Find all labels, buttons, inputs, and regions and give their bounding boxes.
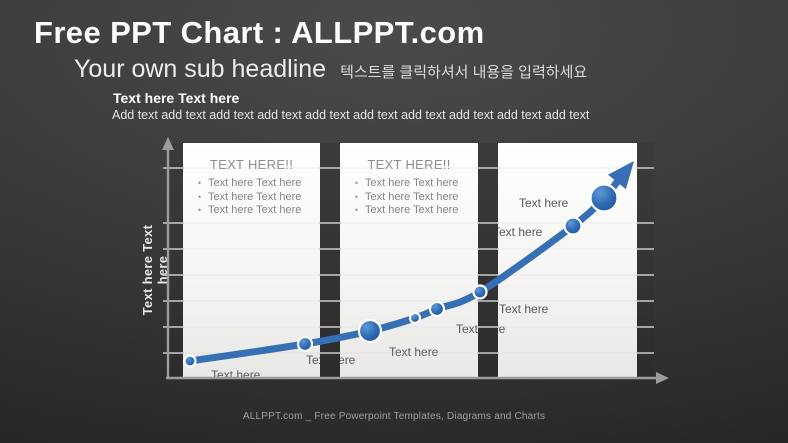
panel-bullet-list: • Text here Text here • Text here Text her… bbox=[183, 177, 320, 218]
chart-panel-3 bbox=[498, 143, 637, 377]
subheadline-note: 텍스트를 클릭하셔서 내용을 입력하세요 bbox=[340, 64, 588, 81]
data-point-label: Text here bbox=[211, 368, 261, 382]
bullet-text: Text here Text here bbox=[365, 204, 459, 216]
bullet-text: Text here Text here bbox=[208, 190, 302, 203]
bullet-dot-icon: • bbox=[197, 205, 202, 215]
bullet-item: • Text here Text here bbox=[348, 177, 478, 191]
footer-credit: ALLPPT.com _ Free Powerpoint Templates, … bbox=[242, 411, 546, 422]
data-point-label: Text here bbox=[519, 196, 569, 210]
section-heading: Text here Text here bbox=[113, 90, 240, 106]
data-point-label: Text here bbox=[499, 302, 549, 316]
bullet-text: Text here Text here bbox=[208, 177, 302, 189]
bullet-dot-icon: • bbox=[354, 178, 359, 188]
panel-bullet-list: • Text here Text here • Text here Text her… bbox=[340, 177, 478, 218]
bullet-dot-icon: • bbox=[197, 191, 202, 202]
chart-panel-1: TEXT HERE!! • Text here Text here • Text h… bbox=[183, 143, 320, 377]
data-point-label: Text here bbox=[389, 345, 439, 359]
subheadline-row: Your own sub headline 텍스트를 클릭하셔서 내용을 입력하… bbox=[74, 55, 587, 84]
subheadline: Your own sub headline bbox=[74, 55, 327, 83]
bullet-text: Text here Text here bbox=[208, 204, 302, 216]
bullet-item: • Text here Text here bbox=[191, 204, 320, 218]
bullet-dot-icon: • bbox=[354, 191, 359, 202]
bullet-item: • Text here Text here bbox=[191, 177, 320, 191]
bullet-text: Text here Text here bbox=[365, 190, 459, 203]
panel-gap-band bbox=[478, 143, 498, 377]
panel-title: TEXT HERE!! bbox=[367, 157, 451, 172]
page-title: Free PPT Chart : ALLPPT.com bbox=[34, 15, 485, 50]
bullet-item: • Text here Text here bbox=[348, 191, 478, 205]
section-body: Add text add text add text add text add … bbox=[112, 108, 590, 122]
bullet-dot-icon: • bbox=[197, 178, 202, 188]
panel-title: TEXT HERE!! bbox=[209, 157, 294, 172]
chart-panel-2: TEXT HERE!! • Text here Text here • Text h… bbox=[340, 143, 478, 377]
bullet-text: Text here Text here bbox=[365, 177, 459, 189]
y-axis-label: Text here Text here bbox=[140, 224, 170, 316]
data-point-label: Text here bbox=[493, 225, 543, 239]
bullet-item: • Text here Text here bbox=[191, 191, 320, 205]
bullet-item: • Text here Text here bbox=[348, 204, 478, 218]
panel-gap-band bbox=[320, 143, 340, 377]
x-axis-arrow-icon bbox=[656, 372, 669, 384]
bullet-dot-icon: • bbox=[354, 205, 359, 215]
